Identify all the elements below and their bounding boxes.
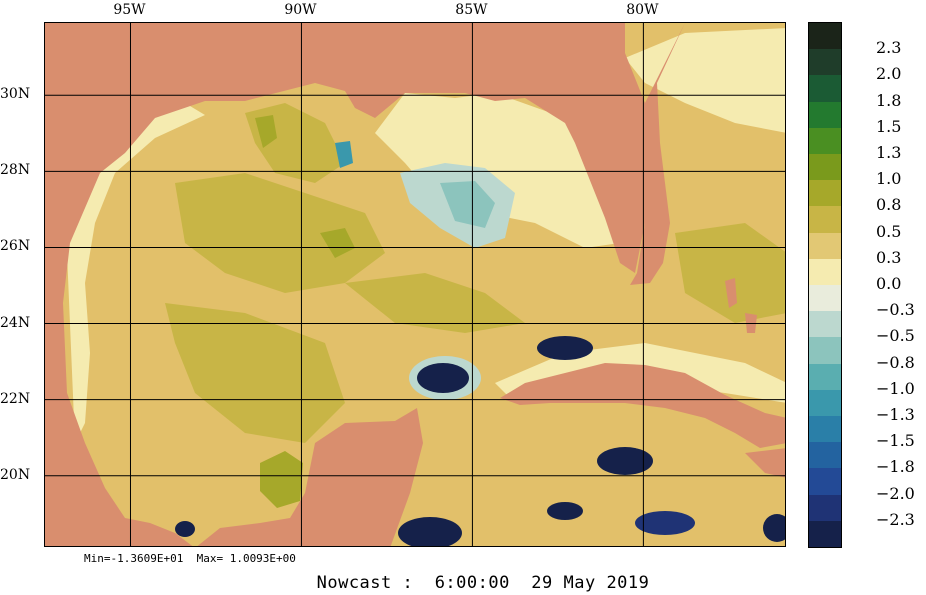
colorbar-swatch [809, 154, 841, 181]
gulf-of-mexico-map [45, 23, 785, 546]
colorbar-swatch [809, 520, 841, 548]
colorbar-swatch [809, 180, 841, 207]
land-north-america [45, 23, 645, 546]
graticule [45, 23, 785, 546]
colorbar-swatch [809, 363, 841, 391]
cold-eddy-yucatan-core [417, 363, 469, 393]
cold-eddy-cuba-south [597, 447, 653, 475]
colorbar-label: −1.8 [876, 457, 915, 477]
cold-eddy-caribbean-s [635, 511, 695, 535]
longitude-label: 90W [284, 2, 317, 18]
colorbar-swatch [809, 23, 841, 50]
min-max-readout: Min=-1.3609E+01 Max= 1.0093E+00 [84, 552, 296, 565]
colorbar-label: 0.3 [876, 247, 902, 267]
warm-patch-south [165, 303, 345, 443]
colorbar-label: 0.0 [876, 274, 902, 293]
colorbar-label: 1.3 [876, 143, 902, 162]
colorbar-label: −2.3 [876, 509, 915, 529]
colorbar-swatch [809, 442, 841, 469]
colorbar-label: −0.8 [876, 352, 915, 372]
colorbar-swatch [809, 206, 841, 234]
shelf-band-west-florida [375, 93, 620, 248]
warm-patch-east [675, 223, 785, 323]
cool-patch-ms [335, 141, 353, 168]
land-bahamas [725, 278, 757, 333]
hot-spot-center [320, 228, 355, 258]
colorbar-swatch [809, 75, 841, 103]
latitude-label: 26N [0, 238, 31, 255]
longitude-label: 80W [626, 2, 659, 18]
land-hispaniola [745, 448, 785, 478]
map-panel [44, 22, 786, 547]
latitude-label: 22N [0, 390, 31, 407]
colorbar-swatch [809, 389, 841, 417]
cold-eddy-caribbean-sw [398, 517, 462, 546]
latitude-label: 28N [0, 162, 31, 179]
cold-eddy-cuba-west [537, 336, 593, 360]
latitude-label: 30N [0, 86, 31, 103]
warm-patch-loop [345, 273, 525, 333]
cold-eddy-caribbean-center [547, 502, 583, 520]
cool-patch-fl-shelf-inner [440, 181, 495, 228]
colorbar-label: −2.0 [876, 483, 915, 503]
colorbar-swatch [809, 416, 841, 443]
shelf-band-texas [67, 103, 205, 443]
colorbar-label: −1.3 [876, 405, 915, 424]
longitude-label: 95W [113, 2, 146, 18]
hot-spot-campeche [260, 451, 303, 508]
cold-eddy-campeche [175, 521, 195, 537]
colorbar-label: 0.5 [876, 221, 902, 241]
land-cuba [500, 363, 785, 448]
colorbar-label: 1.0 [876, 169, 902, 189]
colorbar-label: −1.0 [876, 378, 915, 398]
colorbar [808, 22, 842, 548]
cold-eddy-east [763, 514, 785, 542]
colorbar-swatch [809, 285, 841, 312]
colorbar-label: −0.5 [876, 326, 915, 346]
colorbar-label: 2.3 [876, 38, 902, 58]
colorbar-swatch [809, 49, 841, 76]
hot-spot-north [255, 115, 277, 148]
colorbar-swatch [809, 468, 841, 496]
colorbar-swatch [809, 494, 841, 522]
colorbar-swatch [809, 101, 841, 129]
longitude-label: 85W [455, 2, 488, 18]
colorbar-swatch [809, 232, 841, 260]
colorbar-swatch [809, 311, 841, 338]
colorbar-label: −1.5 [876, 431, 915, 451]
latitude-label: 20N [0, 466, 31, 483]
nowcast-caption: Nowcast : 6:00:00 29 May 2019 [316, 573, 650, 593]
warm-patch-central [175, 173, 385, 293]
colorbar-label: 1.5 [876, 116, 902, 136]
land-yucatan [197, 408, 423, 546]
shelf-band-atlantic [625, 28, 785, 133]
colorbar-label: −0.3 [876, 300, 915, 320]
land-florida [625, 23, 685, 285]
colorbar-label: 1.8 [876, 90, 902, 110]
colorbar-swatch [809, 127, 841, 155]
colorbar-swatch [809, 258, 841, 286]
latitude-label: 24N [0, 314, 31, 331]
colorbar-label: 2.0 [876, 64, 902, 84]
colorbar-swatch [809, 337, 841, 365]
colorbar-label: 0.8 [876, 195, 902, 215]
